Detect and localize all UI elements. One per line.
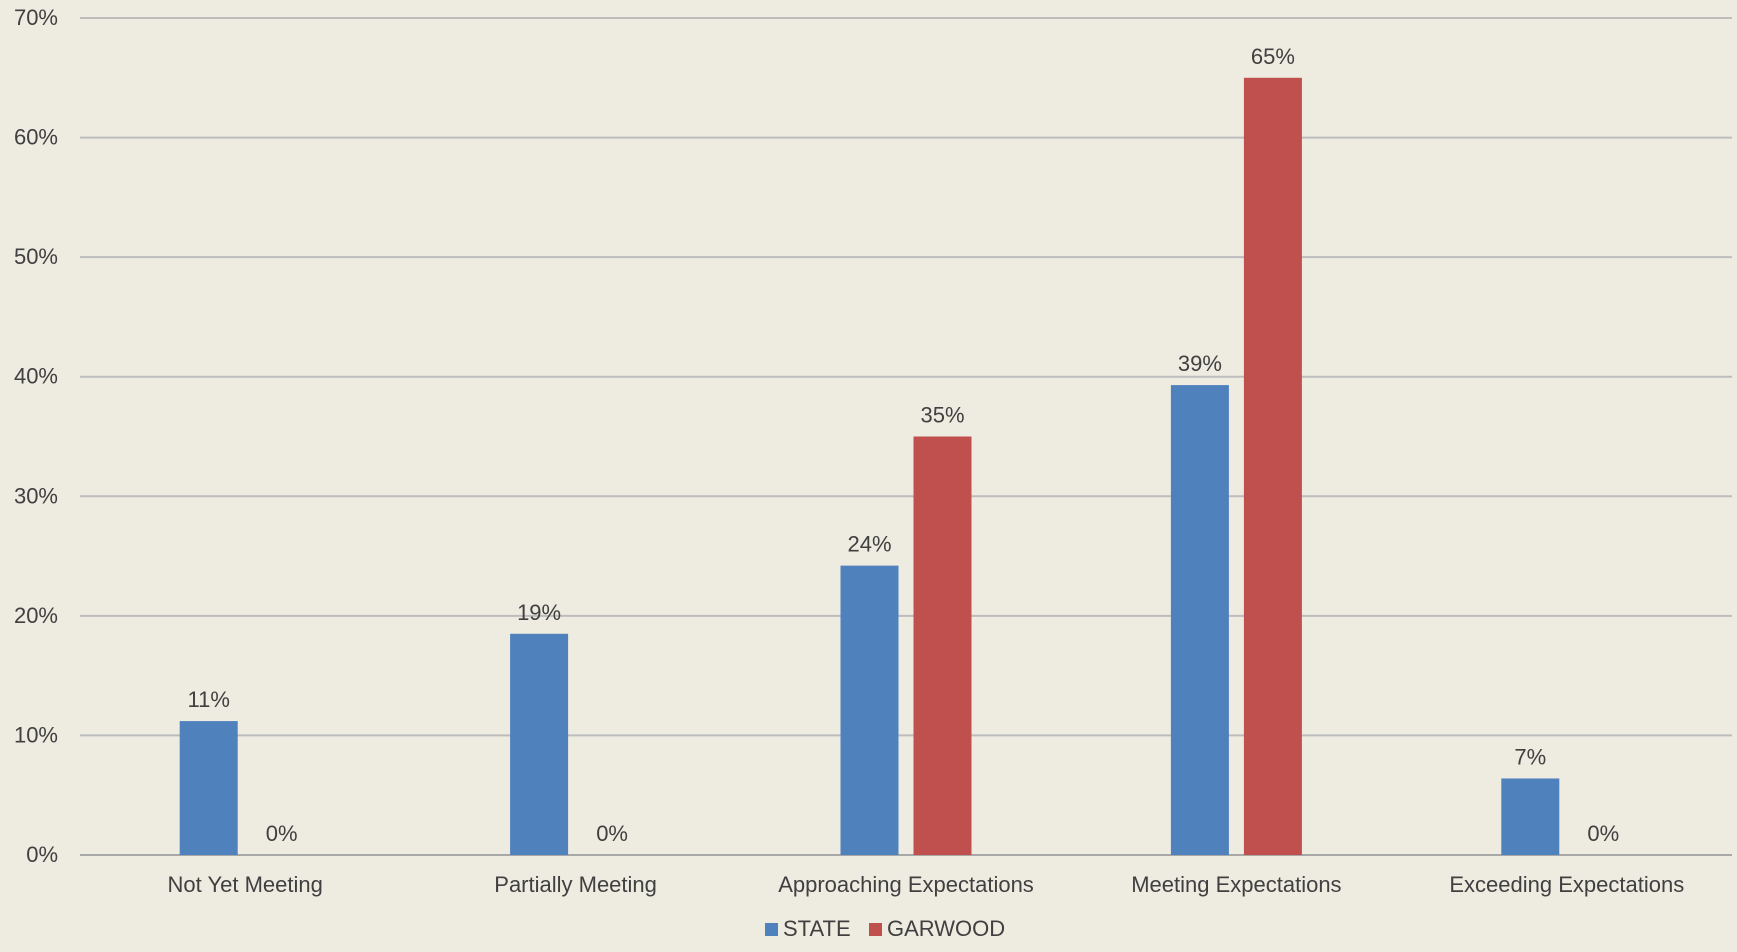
data-label-garwood: 0% — [266, 821, 298, 846]
bar-state — [1501, 778, 1560, 855]
legend-swatch-garwood — [869, 923, 882, 936]
data-label-state: 11% — [187, 687, 229, 712]
legend-swatch-state — [765, 923, 778, 936]
gridlines — [80, 17, 1732, 856]
y-tick-label: 20% — [14, 603, 58, 628]
bars — [179, 77, 1560, 856]
data-label-garwood: 65% — [1251, 44, 1295, 69]
data-label-state: 7% — [1514, 744, 1546, 769]
y-tick-label: 0% — [26, 842, 58, 867]
data-label-state: 39% — [1178, 351, 1222, 376]
y-tick-label: 50% — [14, 244, 58, 269]
bar-garwood — [1243, 77, 1302, 856]
y-tick-label: 30% — [14, 483, 58, 508]
data-labels: 11% 0% 19% 0% 24% 35% 39% 65% 7% 0% — [187, 44, 1619, 846]
category-label: Meeting Expectations — [1131, 872, 1341, 897]
bar-state — [840, 565, 899, 855]
y-tick-label: 10% — [14, 722, 58, 747]
bar-garwood — [913, 436, 972, 855]
data-label-garwood: 35% — [920, 403, 964, 428]
y-tick-label: 70% — [14, 5, 58, 30]
bar-state — [510, 633, 569, 855]
category-label: Partially Meeting — [494, 872, 657, 897]
data-label-state: 24% — [847, 532, 891, 557]
bar-state — [179, 721, 238, 855]
category-label: Approaching Expectations — [778, 872, 1034, 897]
bar-state — [1170, 385, 1229, 855]
y-tick-label: 60% — [14, 125, 58, 150]
category-label: Not Yet Meeting — [168, 872, 323, 897]
x-axis-category-labels: Not Yet Meeting Partially Meeting Approach… — [168, 872, 1685, 897]
data-label-garwood: 0% — [596, 821, 628, 846]
y-tick-label: 40% — [14, 364, 58, 389]
category-label: Exceeding Expectations — [1449, 872, 1684, 897]
legend-label-state: STATE — [783, 916, 851, 941]
legend-label-garwood: GARWOOD — [887, 916, 1005, 941]
data-label-garwood: 0% — [1587, 821, 1619, 846]
data-label-state: 19% — [517, 600, 561, 625]
y-axis-tick-labels: 0% 10% 20% 30% 40% 50% 60% 70% — [14, 5, 58, 867]
legend: STATE GARWOOD — [765, 916, 1005, 941]
